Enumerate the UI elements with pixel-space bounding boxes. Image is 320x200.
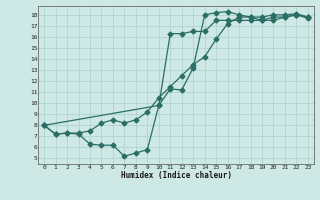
X-axis label: Humidex (Indice chaleur): Humidex (Indice chaleur) bbox=[121, 171, 231, 180]
